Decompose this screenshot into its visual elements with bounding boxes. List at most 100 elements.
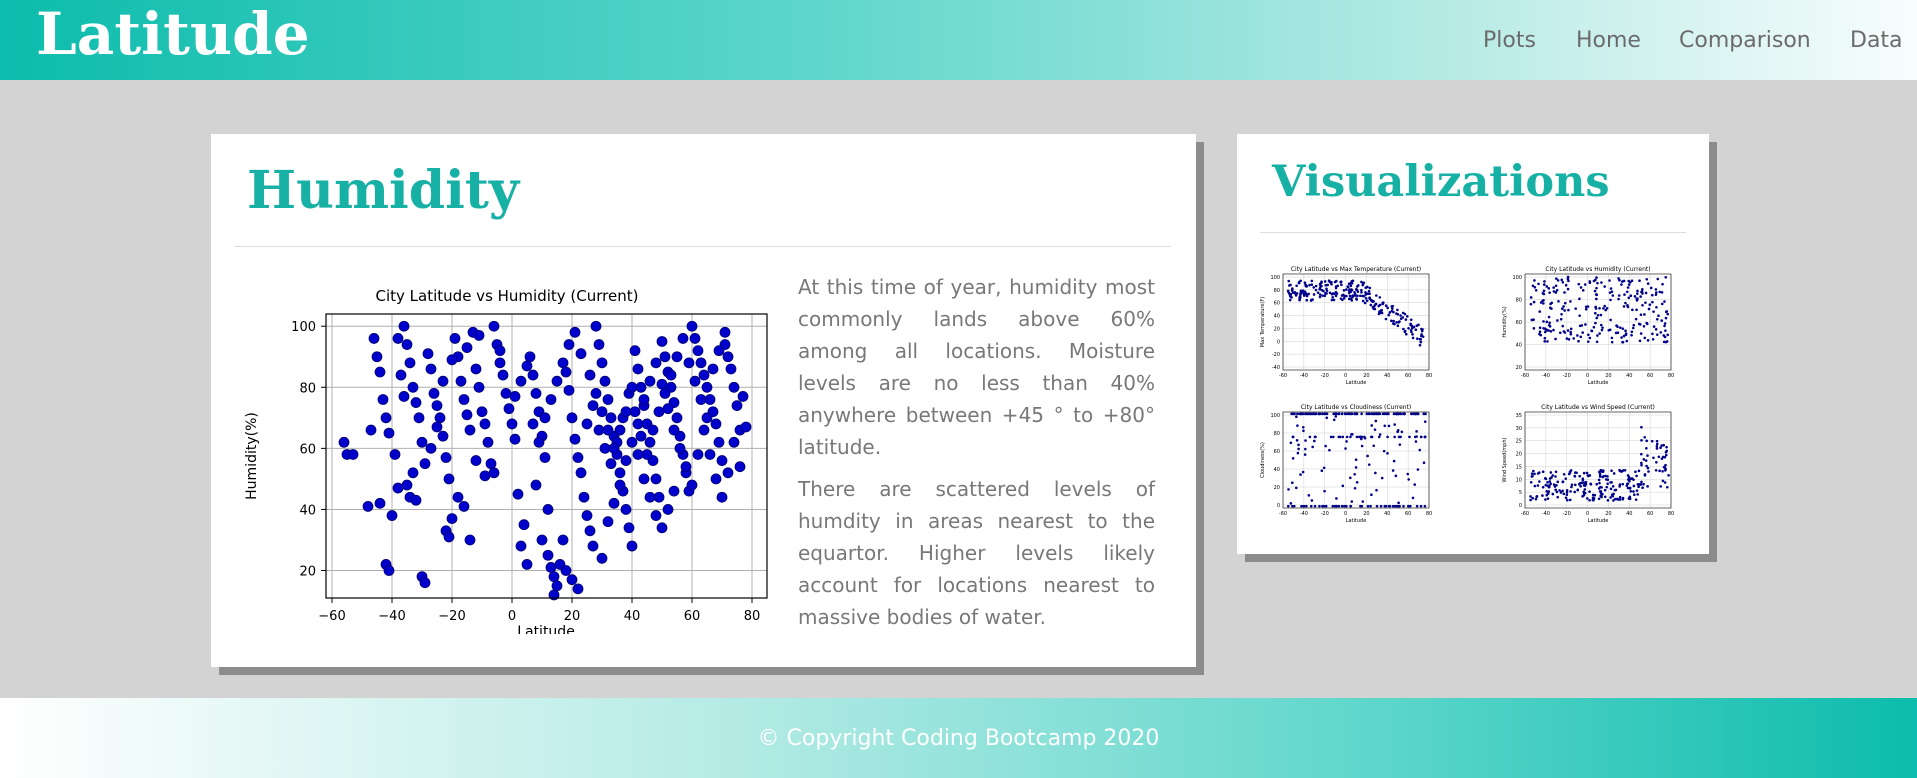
thumbnail-point [1530, 472, 1534, 475]
thumbnail-point [1291, 435, 1295, 439]
thumbnail-point [1323, 294, 1327, 298]
data-point [527, 369, 539, 381]
thumbnail-point [1292, 412, 1295, 416]
thumbnail-point [1314, 284, 1318, 288]
data-point [623, 522, 635, 534]
thumbnail-title: City Latitude vs Max Temperature (Curren… [1291, 266, 1421, 273]
thumbnail-x-tick: 20 [1363, 511, 1369, 517]
data-point [368, 333, 380, 344]
thumbnail-point [1635, 292, 1639, 295]
thumbnail-point [1621, 497, 1624, 501]
thumbnail-point [1351, 294, 1354, 297]
nav-data[interactable]: Data [1850, 28, 1903, 53]
thumbnail-humidity[interactable]: City Latitude vs Humidity (Current) -60 -4… [1499, 264, 1679, 387]
thumbnail-x-tick: 0 [1344, 373, 1347, 379]
data-point [383, 427, 395, 439]
thumbnail-x-tick: -20 [1321, 373, 1329, 379]
data-point [590, 320, 602, 332]
brand-logo[interactable]: Latitude [36, 0, 310, 68]
thumbnail-point [1629, 490, 1633, 493]
thumbnail-point [1339, 297, 1343, 300]
thumbnail-point [1529, 495, 1532, 498]
thumbnail-wind-speed[interactable]: City Latitude vs Wind Speed (Current) -60… [1499, 402, 1679, 525]
thumbnail-point [1532, 469, 1535, 473]
thumbnail-point [1580, 481, 1584, 485]
thumbnail-point [1296, 424, 1299, 427]
thumbnail-point [1322, 504, 1326, 508]
thumbnail-point [1655, 461, 1658, 464]
data-point [557, 357, 569, 369]
thumbnail-point [1343, 504, 1347, 508]
thumbnail-point [1384, 304, 1388, 307]
thumbnail-point [1638, 483, 1642, 486]
thumbnail-point [1325, 287, 1328, 291]
data-point [428, 387, 440, 399]
thumbnail-point [1556, 279, 1560, 282]
data-point [542, 549, 554, 561]
nav-home[interactable]: Home [1576, 28, 1641, 53]
thumbnail-point [1360, 291, 1363, 294]
thumbnail-point [1643, 313, 1646, 316]
thumbnail-point [1563, 331, 1567, 334]
thumbnail-x-tick: -60 [1279, 373, 1287, 379]
y-tick-label: 80 [299, 381, 316, 396]
thumbnail-point [1299, 289, 1303, 292]
thumbnail-point [1546, 481, 1549, 484]
thumbnail-point [1587, 333, 1590, 337]
thumbnail-point [1324, 283, 1328, 287]
data-point [473, 381, 485, 393]
data-point [470, 455, 482, 466]
data-point [398, 391, 410, 402]
thumbnail-max-temperature[interactable]: City Latitude vs Max Temperature (Curren… [1257, 264, 1437, 387]
thumbnail-point [1345, 294, 1348, 298]
thumbnail-point [1598, 481, 1601, 485]
data-point [674, 442, 686, 454]
thumbnail-point [1595, 340, 1599, 344]
thumbnail-point [1635, 297, 1639, 300]
thumbnail-point [1324, 504, 1328, 508]
thumbnail-point [1305, 504, 1308, 508]
nav-comparison[interactable]: Comparison [1679, 28, 1811, 53]
data-point [704, 449, 716, 460]
thumbnail-point [1337, 435, 1341, 439]
thumbnail-point [1423, 420, 1427, 423]
thumbnail-point [1377, 312, 1381, 316]
thumbnail-point [1542, 283, 1546, 286]
thumbnail-point [1298, 296, 1301, 299]
thumbnail-point [1562, 472, 1566, 476]
thumbnail-point [1655, 333, 1659, 336]
thumbnail-cloudiness[interactable]: City Latitude vs Cloudiness (Current) -60… [1257, 402, 1437, 525]
thumbnail-point [1320, 284, 1323, 288]
thumbnail-point [1307, 494, 1311, 497]
thumbnail-point [1566, 287, 1570, 291]
thumbnail-point [1554, 470, 1558, 474]
nav-plots[interactable]: Plots [1483, 28, 1536, 53]
thumbnail-point [1620, 336, 1623, 339]
thumbnail-point [1554, 488, 1557, 492]
thumbnail-point [1416, 412, 1420, 416]
thumbnail-point [1564, 496, 1568, 500]
data-point [551, 580, 563, 592]
thumbnail-point [1363, 301, 1367, 305]
data-point [632, 449, 644, 460]
thumbnail-point [1646, 466, 1650, 470]
thumbnail-point [1299, 279, 1302, 283]
thumbnail-point [1636, 289, 1639, 293]
thumbnail-point [1364, 297, 1368, 300]
thumbnail-point [1654, 328, 1658, 331]
thumbnail-y-label: Humidity(%) [1502, 306, 1508, 337]
data-point [383, 565, 395, 576]
thumbnail-y-label: Cloudiness(%) [1260, 442, 1266, 478]
thumbnail-point [1396, 308, 1399, 312]
thumbnail-point [1418, 337, 1422, 341]
thumbnail-point [1566, 498, 1569, 502]
thumbnail-point [1650, 439, 1654, 443]
thumbnail-point [1573, 483, 1577, 487]
data-point [572, 583, 584, 595]
data-point [620, 504, 632, 515]
data-point [524, 351, 536, 363]
thumbnail-point [1320, 280, 1323, 283]
data-point [578, 491, 590, 503]
thumbnail-point [1640, 452, 1643, 456]
thumbnail-point [1360, 412, 1363, 416]
